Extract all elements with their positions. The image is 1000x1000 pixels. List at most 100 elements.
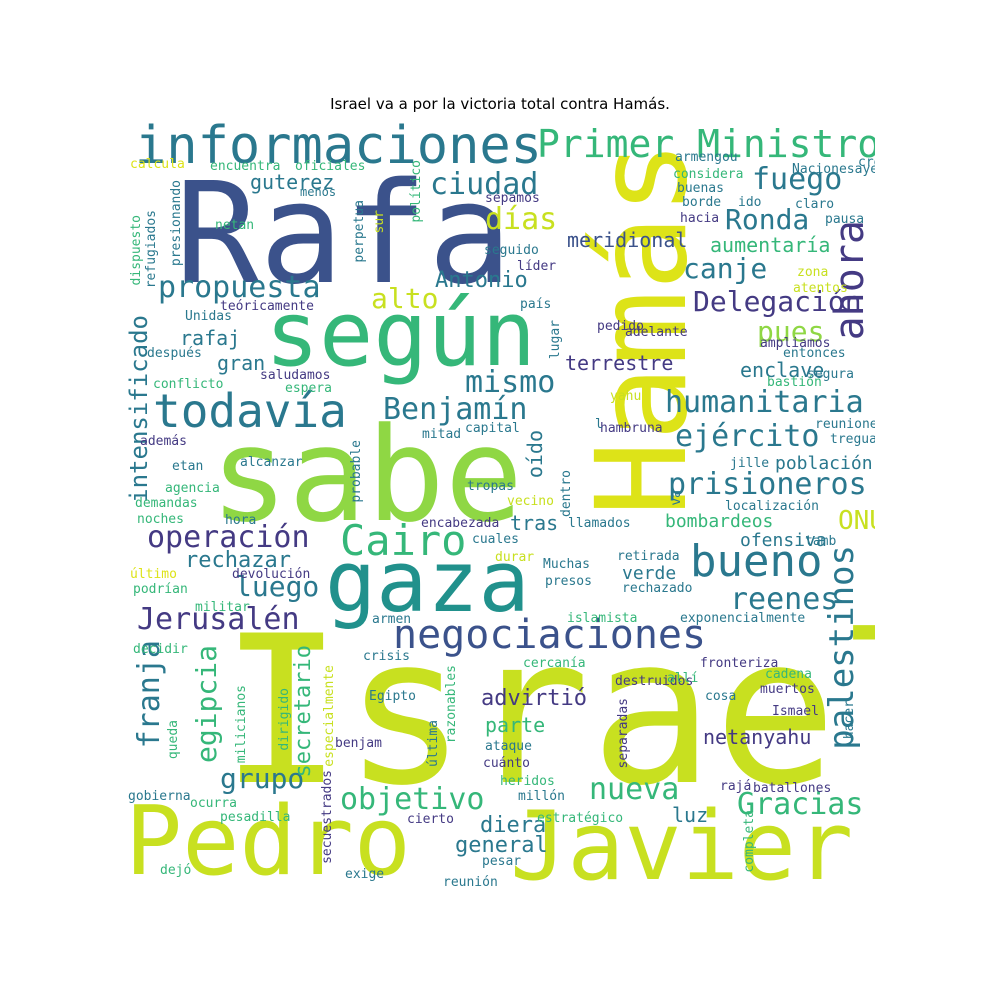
word-población: población [775, 453, 873, 474]
word-operación: operación [147, 520, 310, 555]
word-sabe: sabe [210, 399, 524, 551]
word-terrestre: terrestre [565, 351, 674, 375]
word-muertos: muertos [760, 682, 815, 697]
word-bastión: bastión [767, 375, 822, 390]
word-jerusalén: Jerusalén [137, 602, 300, 637]
word-netan: netan [215, 218, 255, 233]
word-última: última [426, 720, 441, 767]
word-va: va [669, 490, 684, 506]
word-pedido: pedido [597, 319, 644, 334]
word-alcanzar: alcanzar [240, 455, 303, 470]
word-nueva: nueva [589, 772, 680, 807]
word-armen: armen [372, 612, 412, 627]
word-gaza: gaza [325, 533, 530, 632]
word-pausa: pausa [825, 212, 865, 227]
word-cadena: cadena [765, 667, 812, 682]
word-dejó: dejó [160, 863, 192, 878]
word-enclave: enclave [740, 358, 825, 382]
word-rechazar: rechazar [185, 548, 291, 573]
word-islamista: islamista [567, 611, 638, 626]
word-presos: presos [545, 574, 592, 589]
word-calcula: calcula [130, 157, 185, 172]
word-propuesta: propuesta [158, 270, 321, 305]
word-tropas: tropas [467, 479, 514, 494]
word-cuánto: cuánto [483, 756, 530, 771]
word-l: l [595, 417, 603, 432]
word-general: general [455, 833, 548, 858]
word-hacer: hacer [842, 700, 857, 740]
word-secretario: secretario [291, 645, 316, 778]
word-pesadilla: pesadilla [220, 810, 291, 825]
word-ronda: Ronda [725, 203, 810, 236]
word-ocurra: ocurra [190, 796, 237, 811]
word-noches: noches [137, 512, 184, 527]
word-negociaciones: negociaciones [393, 612, 707, 658]
word-javier: Javier [510, 792, 854, 891]
word-encabezada: encabezada [421, 516, 500, 531]
word-dirigido: dirigido [277, 688, 292, 751]
word-dentro: dentro [559, 470, 574, 517]
word-secuestrados: secuestrados [320, 770, 335, 864]
word-rafa: Rafa [175, 153, 513, 316]
word-egipcia: egipcia [190, 645, 223, 764]
word-ido: ido [738, 195, 762, 210]
word-presionando: presionando [169, 180, 184, 267]
word-teóricamente: teóricamente [220, 299, 314, 314]
word-lugar: lugar [548, 320, 563, 360]
word-benjamín: Benjamín [383, 392, 528, 427]
word-considera: considera [673, 167, 744, 182]
word-intensificado: intensificado [125, 315, 153, 503]
word-mitad: mitad [422, 427, 462, 442]
word-pesar: pesar [482, 854, 522, 869]
word-grupo: grupo [220, 762, 305, 795]
word-atentos: atentos [793, 281, 848, 296]
word-ejército: ejército [675, 419, 820, 454]
word-unidas: Unidas [185, 309, 232, 324]
word-menos: menos [300, 185, 337, 199]
word-jille: jille [730, 456, 770, 471]
word-tras: tras [510, 511, 559, 535]
word-millón: millón [518, 789, 565, 804]
word-guterez: guterez [250, 170, 335, 194]
word-reuniones: reuniones [815, 417, 875, 432]
word-perpetua: perpetua [352, 200, 367, 263]
word-primer-ministro: Primer Ministro [537, 122, 875, 166]
word-político: político [409, 160, 424, 223]
word-hambruna: hambruna [600, 421, 663, 436]
word-cierto: cierto [407, 812, 454, 827]
word-netanyahu: netanyahu [703, 725, 812, 749]
word-antonio: Antonio [435, 268, 528, 293]
word-segura: segura [807, 367, 854, 382]
word-zona: zona [797, 265, 829, 280]
word-último: último [130, 567, 177, 582]
word-queda: queda [166, 720, 181, 760]
word-bombardeos: bombardeos [665, 511, 774, 532]
word-fronteriza: fronteriza [700, 656, 779, 671]
word-tamb: tamb [805, 534, 837, 549]
word-durar: durar [495, 550, 535, 565]
word-cosa: cosa [705, 689, 737, 704]
word-buenas: buenas [677, 181, 724, 196]
word-heridos: heridos [500, 774, 555, 789]
word-espera: espera [285, 381, 332, 396]
word-todavía: todavía [153, 384, 347, 438]
word-canje: canje [683, 252, 768, 285]
word-encuentra: encuentra [210, 159, 281, 174]
word-cuales: cuales [472, 532, 519, 547]
word-conflicto: conflicto [153, 377, 224, 392]
word-oficiales: oficiales [295, 159, 366, 174]
word-capital: capital [465, 421, 520, 436]
word-claro: claro [795, 197, 835, 212]
word-reunión: reunión [443, 875, 498, 890]
word-destruidos: destruidos [615, 674, 694, 689]
word-bueno: bueno [690, 536, 823, 587]
word-completa: completa [742, 810, 757, 873]
word-yahu: yahu [610, 389, 642, 404]
word-exponencialmente: exponencialmente [680, 611, 806, 626]
word-llamados: llamados [568, 516, 631, 531]
word-objetivo: objetivo [340, 782, 485, 817]
word-verde: verde [622, 563, 677, 584]
word-batallones: batallones [753, 781, 832, 796]
word-después: después [147, 346, 202, 361]
word-agencia: agencia [165, 481, 220, 496]
